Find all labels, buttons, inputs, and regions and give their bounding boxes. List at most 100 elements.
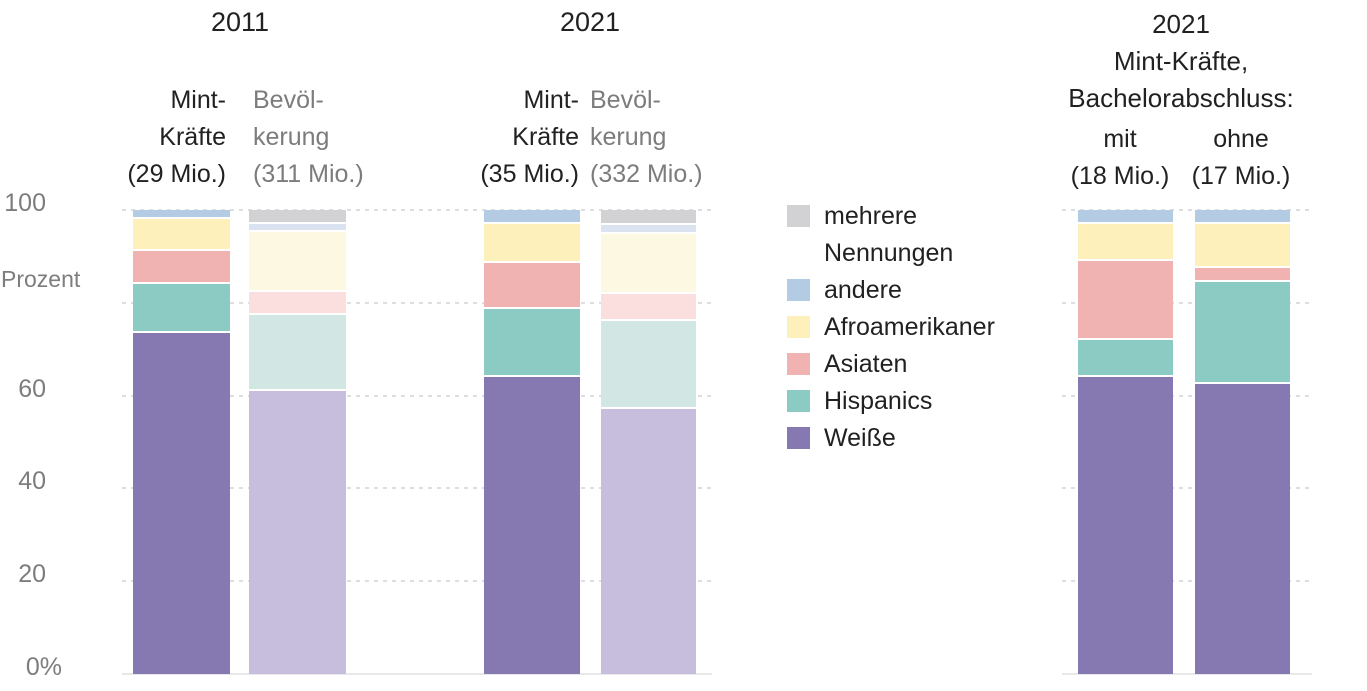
bar-mint-2021-label: Mint- Kräfte (35 Mio.) [480, 82, 579, 193]
group-header-2021: 2021 [559, 7, 621, 37]
bar-label-line: (17 Mio.) [1191, 162, 1291, 190]
segment-hispanics [133, 281, 230, 331]
bar-label-line: (29 Mio.) [127, 160, 226, 188]
bar-bevoelkerung-2011-label: Bevöl-kerung (311 Mio.) [253, 82, 364, 193]
right-chart-header-line-3: Bachelorabschluss: [1068, 83, 1294, 113]
legend-label-weisse: Weiße [824, 424, 896, 452]
gridline-80-chart-2 [1062, 302, 1312, 304]
bar-label-line: Mint- [170, 86, 226, 114]
legend-swatch-andere [787, 279, 810, 301]
y-tick-100: 100 [4, 189, 46, 217]
bar-label-line: (18 Mio.) [1070, 162, 1170, 190]
y-tick-0: 0% [25, 653, 62, 681]
right-chart-header: 2021 Mint-Kräfte, Bachelorabschluss: [1026, 6, 1336, 117]
segment-hispanics [1078, 337, 1173, 375]
bar-label-line: Kräfte [512, 123, 579, 151]
legend-item-hispanics: Hispanics [787, 383, 1029, 420]
bar-bevoelkerung-2021-label: Bevöl-kerung (332 Mio.) [590, 82, 703, 193]
legend: mehrere Nennungen andere Afroamerikaner Asi… [787, 198, 1029, 457]
segment-andere [249, 222, 346, 230]
legend-label-mehrere: mehrere Nennungen [824, 202, 954, 267]
bar-bevoelkerung-2021 [601, 210, 696, 674]
gridline-0-chart-1 [122, 673, 712, 675]
segment-weisse [1195, 381, 1290, 674]
legend-swatch-asiaten [787, 353, 810, 375]
gridline-80-chart-1 [122, 302, 712, 304]
bar-mit-bachelor [1078, 210, 1173, 674]
bar-label-line: (311 Mio.) [253, 160, 364, 188]
segment-weisse [1078, 374, 1173, 674]
segment-asiaten [601, 292, 696, 320]
y-tick-40: 40 [18, 467, 46, 495]
bar-label-line: (35 Mio.) [480, 160, 579, 188]
segment-afroamerikaner [601, 231, 696, 293]
segment-asiaten [249, 289, 346, 313]
bar-label-line: kerung [590, 123, 667, 151]
segment-andere [1195, 210, 1290, 222]
segment-mehrere [601, 210, 696, 223]
legend-label-hispanics: Hispanics [824, 387, 933, 415]
segment-andere [133, 210, 230, 217]
bar-mit-bachelor-label: mit (18 Mio.) [1010, 121, 1230, 195]
segment-hispanics [484, 307, 580, 375]
gridline-20-chart-1 [122, 580, 712, 582]
segment-afroamerikaner [1078, 221, 1173, 259]
segment-hispanics [1195, 279, 1290, 382]
segment-asiaten [1078, 258, 1173, 338]
bar-label-line: Kräfte [159, 123, 226, 151]
legend-label-andere: andere [824, 276, 902, 304]
gridline-40-chart-1 [122, 487, 712, 489]
bar-mint-2021 [484, 210, 580, 674]
right-chart-header-line-2: Mint-Kräfte, [1113, 46, 1249, 76]
bar-ohne-bachelor [1195, 210, 1290, 674]
segment-hispanics [601, 319, 696, 408]
segment-asiaten [1195, 265, 1290, 280]
gridline-20-chart-2 [1062, 580, 1312, 582]
gridline-0-chart-2 [1062, 673, 1312, 675]
bar-label-line: kerung [253, 123, 330, 151]
gridline-100-chart-1 [122, 209, 712, 211]
bar-mint-2011 [133, 210, 230, 674]
legend-item-weisse: Weiße [787, 420, 1029, 457]
segment-mehrere [249, 210, 346, 223]
legend-item-mehrere: mehrere Nennungen [787, 198, 1029, 272]
segment-weisse [601, 407, 696, 674]
segment-andere [1078, 210, 1173, 222]
segment-weisse [249, 388, 346, 674]
segment-afroamerikaner [1195, 221, 1290, 266]
y-tick-20: 20 [18, 560, 46, 588]
legend-item-andere: andere [787, 272, 1029, 309]
bar-ohne-bachelor-label: ohne (17 Mio.) [1131, 121, 1351, 195]
segment-asiaten [484, 261, 580, 308]
gridline-100-chart-2 [1062, 209, 1312, 211]
segment-andere [484, 210, 580, 222]
legend-swatch-afroamerikaner [787, 316, 810, 338]
legend-swatch-mehrere [787, 205, 810, 227]
bar-mint-2011-label: Mint- Kräfte (29 Mio.) [127, 82, 226, 193]
gridline-40-chart-2 [1062, 487, 1312, 489]
bar-label-line: Bevöl- [253, 86, 324, 114]
segment-asiaten [133, 249, 230, 282]
legend-swatch-weisse [787, 427, 810, 449]
segment-weisse [133, 330, 230, 674]
gridline-60-chart-1 [122, 395, 712, 397]
legend-item-asiaten: Asiaten [787, 346, 1029, 383]
segment-afroamerikaner [133, 216, 230, 250]
segment-weisse [484, 374, 580, 674]
bar-label-line: ohne [1213, 125, 1269, 153]
legend-swatch-hispanics [787, 390, 810, 412]
bar-label-line: mit [1103, 125, 1137, 153]
gridline-60-chart-2 [1062, 395, 1312, 397]
segment-afroamerikaner [484, 221, 580, 262]
legend-label-asiaten: Asiaten [824, 350, 908, 378]
segment-afroamerikaner [249, 229, 346, 290]
legend-item-afroamerikaner: Afroamerikaner [787, 309, 1029, 346]
segment-andere [601, 222, 696, 232]
right-chart-header-line-1: 2021 [1152, 9, 1210, 39]
bar-label-line: (332 Mio.) [590, 160, 703, 188]
legend-label-afroamerikaner: Afroamerikaner [824, 313, 995, 341]
segment-hispanics [249, 312, 346, 389]
bar-label-line: Mint- [523, 86, 579, 114]
y-axis-title: Prozent [1, 266, 81, 292]
